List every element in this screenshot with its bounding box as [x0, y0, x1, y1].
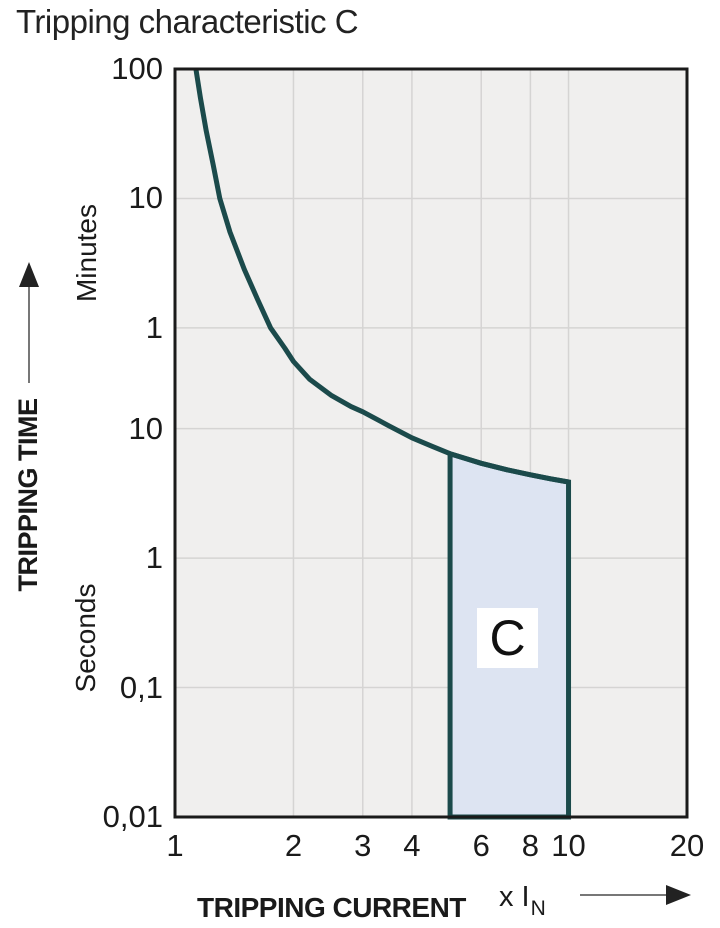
region-c-label: C	[477, 608, 538, 668]
y-tick-4: 1	[145, 540, 163, 576]
y-tick-3: 10	[128, 410, 163, 446]
y-tick-1: 10	[128, 180, 163, 216]
y-tick-0: 100	[111, 51, 163, 86]
plot-frame	[173, 67, 689, 819]
x-tick-20: 20	[669, 828, 705, 863]
x-tick-4: 4	[403, 828, 421, 863]
y-tick-6: 0,01	[102, 799, 163, 834]
x-tick-8: 8	[521, 828, 540, 863]
page-title: Tripping characteristic C	[16, 3, 359, 40]
plot-background	[175, 69, 687, 817]
x-tick-3: 3	[354, 828, 372, 863]
x-axis-title: TRIPPING CURRENT	[197, 892, 466, 923]
x-tick-10: 10	[551, 828, 586, 863]
x-in-text: x I	[499, 881, 530, 913]
x-axis-arrow-right-icon	[666, 885, 691, 905]
x-tick-1: 1	[166, 828, 184, 863]
trip-curve	[193, 68, 569, 485]
x-in-subscript: N	[530, 897, 546, 920]
x-tick-2: 2	[284, 828, 303, 863]
x-tick-6: 6	[472, 828, 490, 863]
y-tick-2: 1	[145, 309, 163, 345]
y-tick-5: 0,1	[119, 669, 163, 705]
y-axis-title: TRIPPING TIME	[13, 398, 43, 592]
y-axis-arrow-up-icon	[19, 262, 39, 287]
x-axis-multiplier-label: x IN	[499, 881, 546, 920]
